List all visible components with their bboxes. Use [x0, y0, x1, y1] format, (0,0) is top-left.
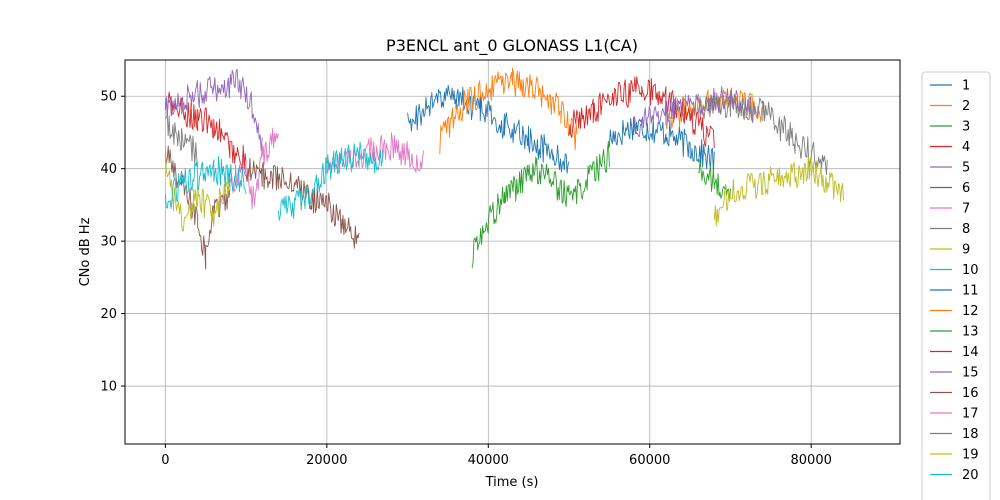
series-line-4 — [164, 91, 247, 172]
y-axis-label: CNo dB Hz — [78, 217, 93, 286]
legend-label: 5 — [962, 161, 970, 176]
legend-label: 6 — [962, 181, 970, 196]
plot-area — [164, 67, 844, 270]
y-tick-label: 10 — [100, 380, 117, 395]
x-axis-ticks: 0 20000 40000 60000 80000 — [161, 444, 832, 468]
legend-label: 15 — [962, 366, 979, 381]
legend-label: 16 — [962, 386, 979, 401]
series-line-11 — [407, 84, 570, 174]
grid — [125, 60, 900, 444]
series-line-1 — [608, 116, 715, 172]
series-line-20 — [277, 141, 384, 221]
plot-frame — [124, 59, 901, 445]
legend-label: 18 — [962, 427, 979, 442]
series-line-18 — [697, 93, 828, 176]
x-tick-label: 40000 — [468, 453, 509, 468]
series-line-12 — [439, 67, 578, 155]
legend-label: 3 — [962, 120, 970, 135]
y-tick-label: 30 — [100, 235, 117, 250]
y-tick-label: 20 — [100, 307, 117, 322]
y-tick-label: 50 — [100, 90, 117, 105]
legend-label: 19 — [962, 448, 979, 463]
legend-label: 10 — [962, 263, 979, 278]
y-axis-ticks: 10 20 30 40 50 — [100, 90, 125, 395]
series-line-14 — [568, 76, 715, 149]
x-tick-label: 0 — [161, 453, 169, 468]
legend-box — [921, 71, 991, 500]
series-line-15 — [633, 86, 756, 137]
legend-label: 9 — [962, 243, 970, 258]
series-line-9 — [164, 145, 231, 232]
legend-label: 20 — [962, 468, 979, 483]
x-tick-label: 60000 — [629, 453, 670, 468]
legend-label: 17 — [962, 407, 979, 422]
x-axis-label: Time (s) — [485, 475, 539, 490]
legend-label: 11 — [962, 284, 979, 299]
chart-title: P3ENCL ant_0 GLONASS L1(CA) — [386, 36, 638, 56]
legend-label: 8 — [962, 222, 970, 237]
series-line-10 — [164, 155, 247, 209]
x-tick-label: 20000 — [306, 453, 347, 468]
series-line-5 — [164, 68, 263, 151]
series-line-8 — [165, 115, 199, 167]
series-line-7 — [229, 127, 279, 210]
legend-label: 4 — [962, 140, 970, 155]
y-tick-label: 40 — [100, 162, 117, 177]
legend-label: 12 — [962, 304, 979, 319]
legend-label: 1 — [962, 79, 970, 94]
x-tick-label: 80000 — [791, 453, 832, 468]
legend-label: 14 — [962, 345, 979, 360]
series-line-19 — [713, 155, 844, 227]
legend-label: 13 — [962, 325, 979, 340]
series-line-13 — [471, 140, 610, 269]
legend-label: 2 — [962, 99, 970, 114]
legend-label: 7 — [962, 202, 970, 217]
series-line-16 — [245, 158, 360, 249]
